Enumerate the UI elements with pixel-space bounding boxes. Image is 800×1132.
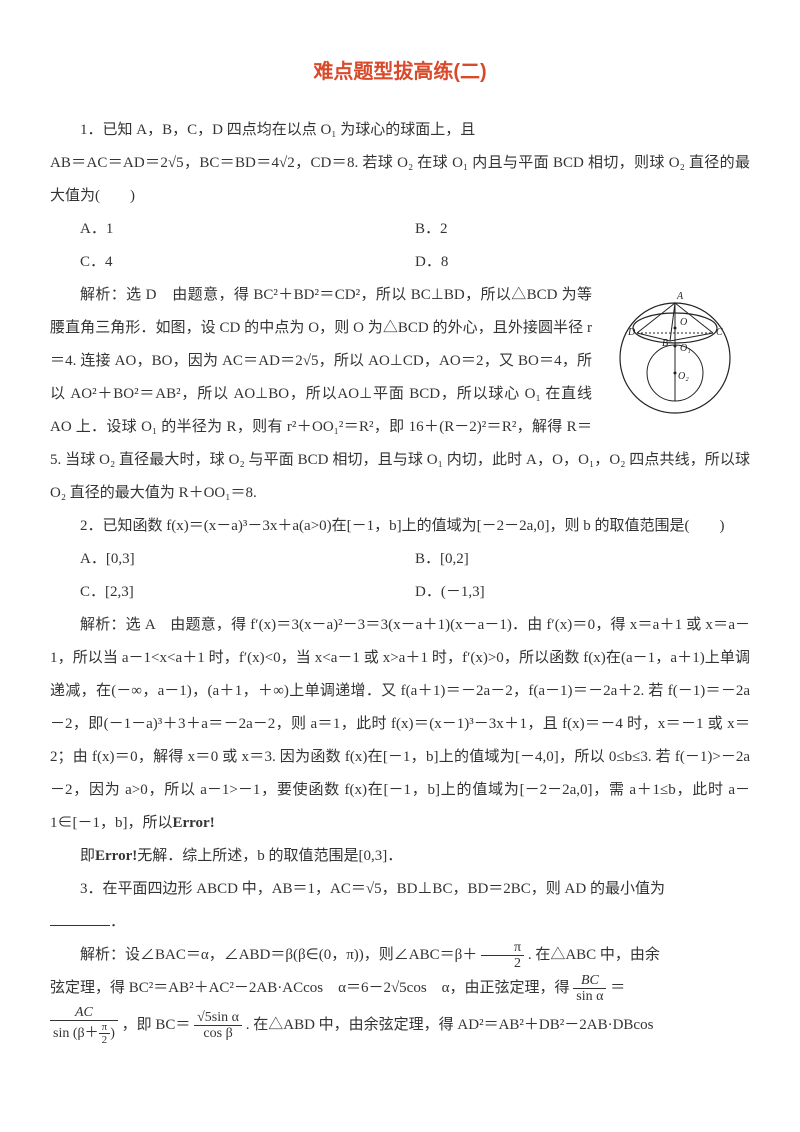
- q1-option-a: A．1: [80, 213, 415, 246]
- q2-option-a: A．[0,3]: [80, 543, 415, 576]
- q2-option-d: D．(－1,3]: [415, 576, 750, 609]
- svg-text:O₁: O₁: [680, 343, 691, 354]
- q3-stem: 3．在平面四边形 ABCD 中，AB＝1，AC＝√5，BD⊥BC，BD＝2BC，…: [50, 873, 750, 906]
- q3-solution-2: 弦定理，得 BC²＝AB²＋AC²－2AB·ACcos α＝6－2√5cos α…: [50, 972, 750, 1005]
- q3-solution-3: AC sin (β＋ π2 ) ，即 BC＝ √5sin α cos β . 在…: [50, 1005, 750, 1047]
- fraction-sqrt5sina-cosb: √5sin α cos β: [194, 1010, 242, 1042]
- q1-option-b: B．2: [415, 213, 750, 246]
- q2-option-c: C．[2,3]: [80, 576, 415, 609]
- q2-solution-1: 解析：选 A 由题意，得 f′(x)＝3(x－a)²－3＝3(x－a＋1)(x－…: [50, 609, 750, 840]
- q2-option-b: B．[0,2]: [415, 543, 750, 576]
- q2-solution-2: 即Error!无解．综上所述，b 的取值范围是[0,3]．: [50, 840, 750, 873]
- svg-text:B: B: [662, 338, 668, 349]
- q1-option-c: C．4: [80, 246, 415, 279]
- q1-stem-1: 1．已知 A，B，C，D 四点均在以点 O₁ 为球心的球面上，且: [50, 114, 750, 147]
- fraction-ac-sinbeta: AC sin (β＋ π2 ): [50, 1005, 118, 1047]
- q1-option-d: D．8: [415, 246, 750, 279]
- fraction-bc-sina: BC sin α: [573, 973, 606, 1005]
- page-title: 难点题型拔高练(二): [50, 50, 750, 94]
- q3-solution-1: 解析：设∠BAC＝α，∠ABD＝β(β∈(0，π))，则∠ABC＝β＋ π 2 …: [50, 939, 750, 972]
- q1-stem-2: AB＝AC＝AD＝2√5，BC＝BD＝4√2，CD＝8. 若球 O₂ 在球 O₁…: [50, 147, 750, 213]
- svg-text:D: D: [627, 327, 636, 338]
- sphere-figure: A B D C O O₁ O₂: [600, 283, 750, 418]
- fraction-pi-over-2: π 2: [481, 940, 524, 972]
- svg-text:A: A: [676, 291, 684, 302]
- svg-text:O₂: O₂: [678, 371, 689, 382]
- q3-blank-line: ．: [50, 906, 750, 939]
- svg-text:O: O: [680, 317, 687, 328]
- q2-stem: 2．已知函数 f(x)＝(x－a)³－3x＋a(a>0)在[－1，b]上的值域为…: [50, 510, 750, 543]
- svg-text:C: C: [716, 327, 723, 338]
